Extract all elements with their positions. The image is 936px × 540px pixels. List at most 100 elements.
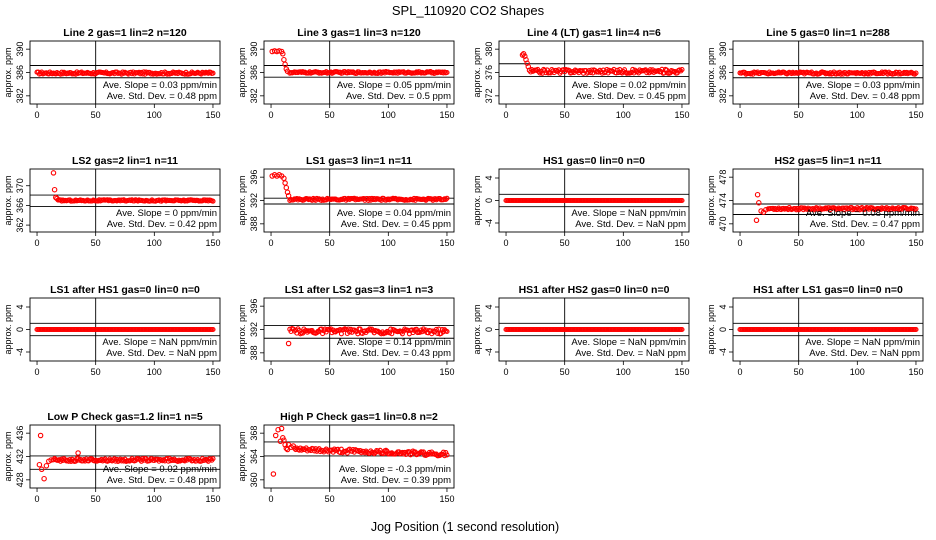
data-point: [164, 455, 170, 462]
x-tick-label: 50: [91, 110, 101, 120]
x-tick-label: 50: [91, 367, 101, 377]
y-tick-label: 392: [249, 193, 259, 208]
data-point: [50, 170, 57, 176]
slope-annotation: Ave. Slope = NaN ppm/min: [102, 337, 217, 348]
x-tick-label: 150: [205, 110, 220, 120]
y-tick-label: 436: [15, 426, 25, 441]
panel-title: Line 2 gas=1 lin=2 n=120: [63, 27, 187, 39]
y-axis-label: approx. ppm: [237, 175, 247, 225]
figure-xlabel: Jog Position (1 second resolution): [371, 520, 559, 534]
x-tick-label: 100: [381, 110, 396, 120]
stddev-annotation: Ave. Std. Dev. = 0.5 ppm: [346, 91, 451, 102]
panel-6: LS1 gas=3 lin=1 n=11 0 50 100 150 388 392 396ap…: [237, 155, 454, 248]
x-tick-label: 0: [269, 110, 274, 120]
y-axis-label: approx. ppm: [472, 304, 482, 354]
data-point: [290, 443, 297, 449]
data-point: [913, 206, 919, 212]
panel-title: Low P Check gas=1.2 lin=1 n=5: [47, 411, 202, 423]
slope-annotation: Ave. Slope = 0.02 ppm/min: [103, 464, 217, 475]
data-point: [754, 191, 761, 198]
data-point: [283, 184, 290, 191]
data-point: [37, 432, 44, 439]
x-tick-label: 150: [439, 110, 454, 120]
data-point: [210, 70, 216, 76]
plot-box: [29, 168, 221, 233]
data-point: [444, 69, 450, 76]
data-point: [443, 196, 449, 202]
data-point: [284, 189, 291, 196]
data-point: [53, 194, 59, 201]
stddev-annotation: Ave. Std. Dev. = NaN ppm: [106, 348, 217, 359]
data-point: [51, 186, 58, 193]
data-points: [34, 326, 216, 333]
slope-annotation: Ave. Slope = 0.03 ppm/min: [806, 80, 920, 91]
x-tick-label: 0: [738, 238, 743, 248]
y-tick-label: 366: [15, 198, 25, 213]
x-tick-label: 0: [504, 367, 509, 377]
data-point: [912, 71, 918, 77]
data-point: [621, 67, 628, 73]
x-tick-label: 0: [269, 367, 274, 377]
x-tick-label: 0: [35, 494, 40, 504]
stddev-annotation: Ave. Std. Dev. = 0.48 ppm: [810, 91, 920, 102]
data-points: [269, 48, 450, 76]
y-axis-label: approx. ppm: [237, 47, 247, 97]
stddev-annotation: Ave. Std. Dev. = 0.45 ppm: [576, 91, 686, 102]
data-point: [41, 475, 47, 482]
data-point: [553, 67, 560, 73]
x-tick-label: 50: [794, 110, 804, 120]
y-tick-label: 432: [15, 449, 25, 464]
y-tick-label: 382: [718, 88, 728, 103]
x-tick-label: 100: [381, 494, 396, 504]
x-tick-label: 0: [35, 367, 40, 377]
x-tick-label: 0: [738, 110, 743, 120]
x-tick-label: 100: [616, 110, 631, 120]
panel-title: HS2 gas=5 lin=1 n=11: [774, 155, 881, 167]
y-tick-label: 388: [249, 216, 259, 231]
data-point: [48, 457, 54, 463]
data-points: [269, 172, 450, 203]
x-tick-label: 150: [908, 367, 923, 377]
slope-annotation: Ave. Slope = 0.05 ppm/min: [337, 80, 451, 91]
slope-annotation: Ave. Slope = 0 ppm/min: [116, 208, 217, 219]
panel-title: High P Check gas=1 lin=0.8 n=2: [280, 411, 438, 423]
panel-4: Line 5 gas=0 lin=1 n=288 0 50 100 150 382 386 3…: [706, 27, 923, 120]
y-tick-label: 0: [484, 327, 494, 332]
data-point: [36, 461, 43, 468]
y-tick-label: 386: [249, 65, 259, 80]
data-point: [444, 452, 450, 458]
x-tick-label: 100: [381, 238, 396, 248]
x-tick-label: 50: [794, 367, 804, 377]
panel-title: LS2 gas=2 lin=1 n=11: [72, 155, 178, 167]
panel-13: Low P Check gas=1.2 lin=1 n=5 0 50 100 150 42…: [3, 411, 220, 504]
x-tick-label: 0: [504, 110, 509, 120]
y-tick-label: 470: [718, 216, 728, 231]
x-tick-label: 100: [850, 238, 865, 248]
data-point: [285, 340, 292, 347]
y-tick-label: 364: [249, 449, 259, 464]
slope-annotation: Ave. Slope = NaN ppm/min: [571, 208, 686, 219]
data-point: [281, 175, 287, 182]
data-point: [278, 425, 285, 432]
x-tick-label: 150: [674, 238, 689, 248]
x-tick-label: 50: [794, 238, 804, 248]
x-tick-label: 150: [674, 110, 689, 120]
stddev-annotation: Ave. Std. Dev. = NaN ppm: [575, 348, 686, 359]
data-points: [36, 432, 216, 482]
data-point: [677, 67, 683, 73]
y-tick-label: 396: [249, 299, 259, 314]
panel-5: LS2 gas=2 lin=1 n=11 0 50 100 150 362 366 370ap…: [3, 155, 220, 248]
x-tick-label: 0: [269, 238, 274, 248]
data-points: [503, 326, 685, 333]
y-tick-label: 0: [15, 327, 25, 332]
x-tick-label: 0: [504, 238, 509, 248]
stddev-annotation: Ave. Std. Dev. = 0.47 ppm: [810, 219, 920, 230]
data-point: [526, 67, 533, 73]
slope-annotation: Ave. Slope = 0.03 ppm/min: [103, 80, 217, 91]
y-tick-label: 390: [718, 42, 728, 57]
panel-1: Line 2 gas=1 lin=2 n=120 0 50 100 150 382 386 3…: [3, 27, 220, 120]
x-tick-label: 100: [381, 367, 396, 377]
y-tick-label: 376: [484, 65, 494, 80]
data-points: [737, 326, 919, 333]
x-tick-label: 150: [439, 494, 454, 504]
